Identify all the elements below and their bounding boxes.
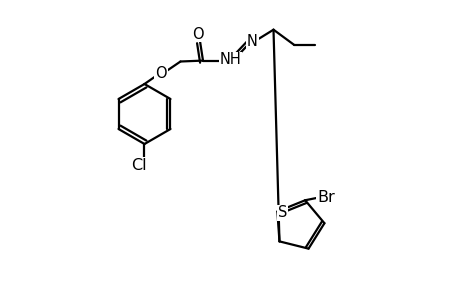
- Text: Br: Br: [317, 190, 334, 205]
- Text: O: O: [191, 27, 203, 42]
- Text: S: S: [278, 206, 287, 220]
- Text: N: N: [246, 34, 257, 49]
- Text: Cl: Cl: [130, 158, 146, 172]
- Text: NH: NH: [219, 52, 241, 68]
- Text: O: O: [155, 66, 167, 81]
